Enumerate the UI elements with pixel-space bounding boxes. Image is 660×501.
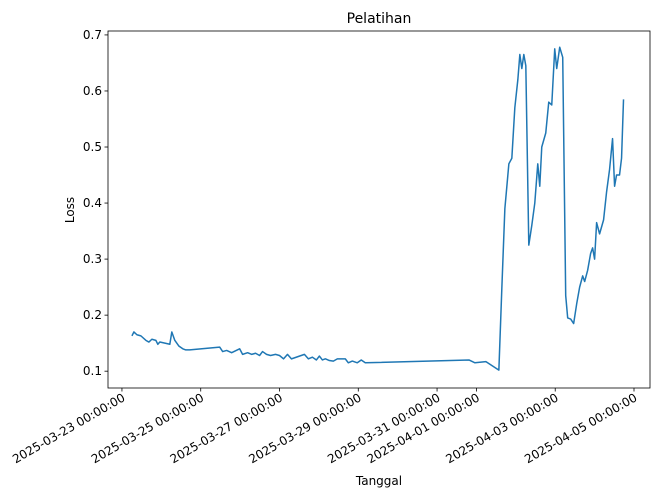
y-tick-label: 0.3 bbox=[83, 252, 102, 266]
y-tick-label: 0.5 bbox=[83, 140, 102, 154]
line-series bbox=[131, 46, 625, 371]
chart-title: Pelatihan bbox=[347, 11, 412, 27]
y-tick-label: 0.7 bbox=[83, 28, 102, 42]
y-tick-label: 0.6 bbox=[83, 84, 102, 98]
y-axis-label: Loss bbox=[63, 197, 77, 223]
y-tick-label: 0.2 bbox=[83, 308, 102, 322]
x-axis-label: Tanggal bbox=[355, 474, 402, 488]
plot-frame bbox=[107, 30, 651, 389]
y-tick-label: 0.1 bbox=[83, 364, 102, 378]
y-tick-label: 0.4 bbox=[83, 196, 102, 210]
